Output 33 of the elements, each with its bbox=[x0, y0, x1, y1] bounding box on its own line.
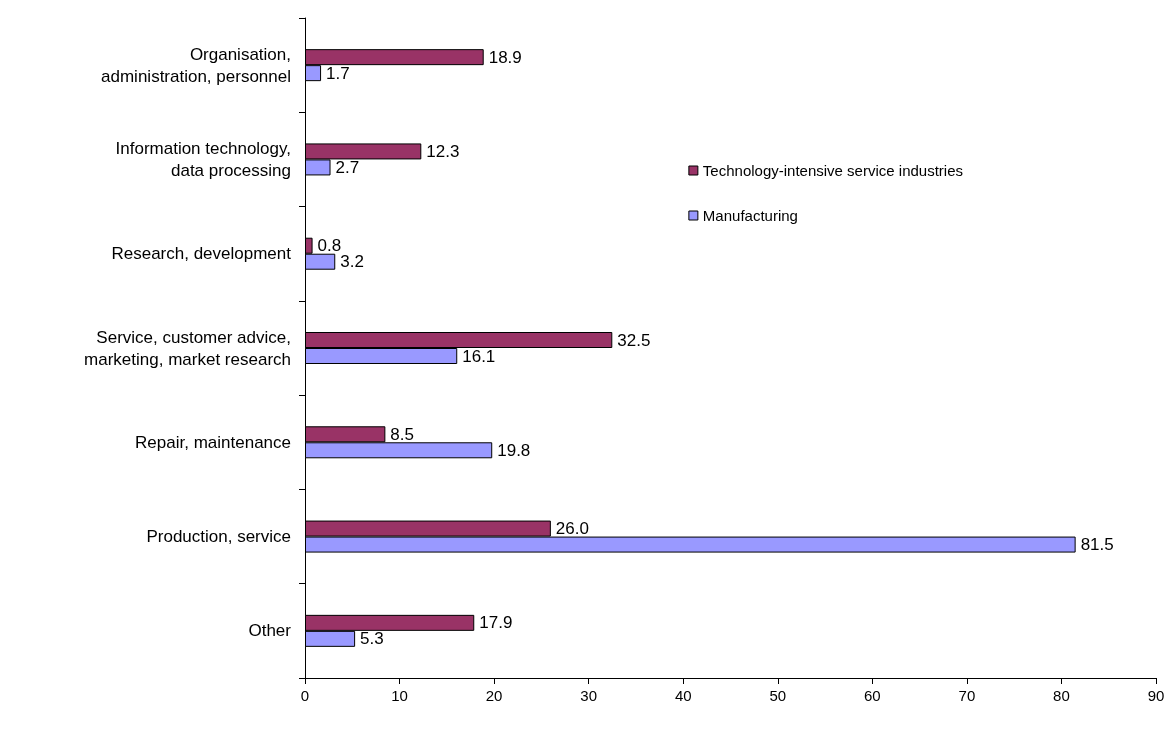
data-label: 19.8 bbox=[497, 440, 531, 460]
data-label: 32.5 bbox=[617, 330, 651, 350]
y-tick-label: Other bbox=[248, 621, 292, 641]
data-label: 0.8 bbox=[317, 236, 342, 256]
x-tick-label: 20 bbox=[485, 687, 503, 704]
data-label: 16.1 bbox=[462, 346, 496, 366]
y-tick-label: Research, development bbox=[111, 244, 292, 264]
x-tick-label: 70 bbox=[958, 687, 976, 704]
x-tick-label: 40 bbox=[674, 687, 692, 704]
data-label: 17.9 bbox=[479, 613, 513, 633]
x-tick-label: 0 bbox=[300, 687, 310, 704]
data-label: 18.9 bbox=[488, 47, 522, 67]
x-tick-label: 90 bbox=[1147, 687, 1165, 704]
y-tick-label: Repair, maintenance bbox=[135, 432, 291, 452]
legend-label: Manufacturing bbox=[702, 207, 798, 224]
x-tick-label: 10 bbox=[391, 687, 408, 704]
legend-label: Technology-intensive service industries bbox=[702, 162, 964, 179]
y-tick-label: Service, customer advice, marketing, market research bbox=[84, 327, 291, 369]
data-label: 12.3 bbox=[426, 141, 460, 161]
y-tick-label: Organisation, administration, personnel bbox=[101, 44, 291, 86]
y-tick-label: Production, service bbox=[146, 527, 291, 547]
x-tick-label: 50 bbox=[769, 687, 787, 704]
data-label: 8.5 bbox=[390, 424, 415, 444]
data-label: 5.3 bbox=[360, 629, 384, 649]
x-tick-label: 30 bbox=[580, 687, 598, 704]
data-label: 2.7 bbox=[335, 157, 360, 177]
data-label: 1.7 bbox=[326, 63, 350, 83]
data-label: 81.5 bbox=[1080, 535, 1114, 555]
data-label: 26.0 bbox=[555, 519, 589, 539]
y-tick-label: Information technology, data processing bbox=[115, 138, 291, 180]
x-tick-label: 80 bbox=[1053, 687, 1070, 704]
data-label: 3.2 bbox=[340, 252, 364, 272]
x-tick-label: 60 bbox=[863, 687, 881, 704]
